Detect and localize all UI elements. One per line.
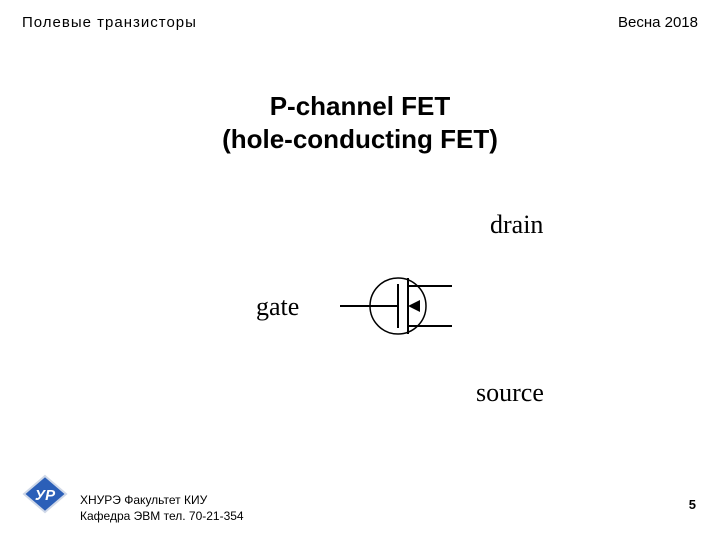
title-line-1: P-channel FET bbox=[0, 90, 720, 123]
fet-symbol bbox=[340, 256, 460, 356]
footer-line-1: ХНУРЭ Факультет КИУ bbox=[80, 492, 244, 508]
source-label: source bbox=[476, 378, 544, 408]
gate-label: gate bbox=[256, 292, 299, 322]
channel-arrow bbox=[408, 300, 420, 312]
header-right-text: Весна 2018 bbox=[618, 14, 698, 31]
slide-title: P-channel FET (hole-conducting FET) bbox=[0, 90, 720, 155]
footer-line-2: Кафедра ЭВМ тел. 70-21-354 bbox=[80, 508, 244, 524]
drain-label: drain bbox=[490, 210, 543, 240]
footer-text: ХНУРЭ Факультет КИУ Кафедра ЭВМ тел. 70-… bbox=[80, 492, 244, 524]
page-number: 5 bbox=[689, 497, 696, 512]
fet-diagram: drain gate source bbox=[220, 210, 540, 410]
logo-letter: УР bbox=[35, 487, 56, 504]
university-logo: УР bbox=[22, 474, 68, 514]
title-line-2: (hole-conducting FET) bbox=[0, 123, 720, 156]
header-left-text: Полевые транзисторы bbox=[22, 14, 197, 31]
